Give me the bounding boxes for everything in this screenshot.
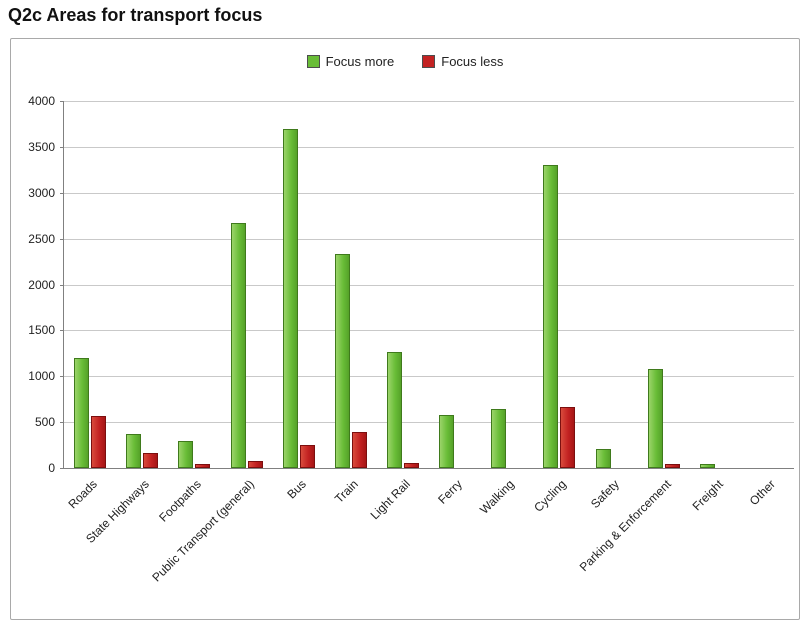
bar-focus-more-train <box>334 254 350 468</box>
gridline-3500 <box>64 146 794 148</box>
plot-area: 0 500 1000 1500 2000 2500 3000 3500 4000 Roads Sta… <box>28 94 794 585</box>
y-tick-mark <box>60 101 64 102</box>
gridline-500 <box>64 422 794 424</box>
bar-focus-more-footpaths <box>178 440 194 468</box>
bar-focus-less-state-highways <box>143 453 159 468</box>
y-tick-label: 2500 <box>28 231 55 246</box>
gridline-1000 <box>64 376 794 378</box>
bar-focus-more-freight <box>699 464 715 468</box>
bar-focus-less-footpaths <box>195 464 211 468</box>
bar-focus-more-cycling <box>543 165 559 468</box>
y-tick-mark <box>60 330 64 332</box>
bar-focus-more-roads <box>74 357 90 468</box>
bar-focus-more-ferry <box>439 414 455 468</box>
bar-focus-less-public-transport-general <box>247 460 263 468</box>
y-tick-mark <box>60 284 64 286</box>
bar-focus-more-state-highways <box>126 434 142 468</box>
bar-focus-less-train <box>351 432 367 468</box>
bar-focus-less-bus <box>299 445 315 468</box>
gridline-3000 <box>64 192 794 194</box>
legend-item-focus-less: Focus less <box>422 54 503 69</box>
gridline-1500 <box>64 330 794 332</box>
bar-focus-more-parking-enforcement <box>647 368 663 468</box>
bar-focus-less-cycling <box>560 407 576 468</box>
y-tick-label: 3000 <box>28 185 55 200</box>
y-tick-mark <box>60 146 64 148</box>
bar-focus-more-walking <box>491 409 507 468</box>
y-tick-mark <box>60 422 64 424</box>
y-tick-mark <box>60 192 64 194</box>
y-tick-label: 1500 <box>28 323 55 338</box>
bar-focus-more-safety <box>595 448 611 468</box>
gridline-4000 <box>64 101 794 102</box>
bar-focus-more-light-rail <box>386 352 402 468</box>
y-tick-mark <box>60 376 64 378</box>
y-tick-label: 4000 <box>28 94 55 108</box>
legend: Focus more Focus less <box>11 54 799 69</box>
y-tick-mark <box>60 468 64 469</box>
legend-swatch-focus-more <box>306 55 320 68</box>
y-tick-label: 3500 <box>28 139 55 154</box>
legend-item-focus-more: Focus more <box>306 54 395 69</box>
legend-label-focus-less: Focus less <box>441 54 504 69</box>
bar-focus-less-parking-enforcement <box>664 464 680 468</box>
legend-swatch-focus-less <box>422 55 436 68</box>
gridline-2000 <box>64 284 794 286</box>
gridline-2500 <box>64 238 794 240</box>
bar-focus-more-public-transport-general <box>230 223 246 468</box>
legend-label-focus-more: Focus more <box>325 54 395 69</box>
y-tick-label: 0 <box>48 461 55 475</box>
bar-focus-less-roads <box>91 415 107 468</box>
y-tick-label: 2000 <box>28 277 55 292</box>
chart-title: Q2c Areas for transport focus <box>8 5 263 25</box>
y-tick-mark <box>60 238 64 240</box>
y-tick-label: 500 <box>34 415 55 430</box>
bar-focus-less-light-rail <box>403 462 419 468</box>
y-tick-label: 1000 <box>28 369 55 384</box>
chart-frame: Focus more Focus less 0 500 1000 1500 2000 25… <box>10 38 800 620</box>
bar-focus-more-bus <box>282 129 298 468</box>
